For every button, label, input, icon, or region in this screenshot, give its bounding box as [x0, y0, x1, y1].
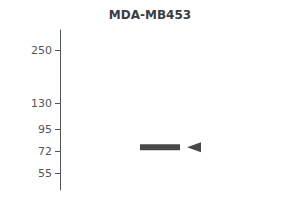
svg-text:250: 250: [31, 44, 52, 57]
svg-text:72: 72: [38, 145, 52, 158]
svg-text:95: 95: [38, 123, 52, 136]
svg-text:130: 130: [31, 97, 52, 110]
svg-text:MDA-MB453: MDA-MB453: [109, 8, 191, 22]
svg-text:55: 55: [38, 167, 52, 180]
